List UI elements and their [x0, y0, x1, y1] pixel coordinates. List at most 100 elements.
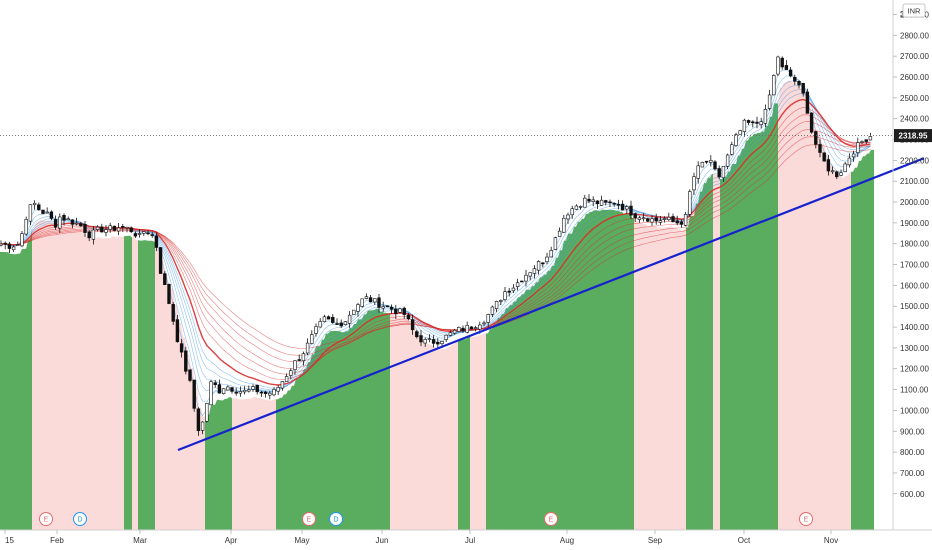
earnings-event-marker[interactable]: E: [302, 512, 316, 526]
candle-body: [268, 392, 272, 396]
candle-body: [755, 121, 759, 124]
x-tick-label: May: [294, 536, 309, 545]
y-tick-label: 2500.00: [900, 94, 929, 103]
candle-body: [700, 161, 705, 168]
candle-body: [780, 57, 784, 68]
trendline-layer[interactable]: [177, 157, 925, 452]
fast-ema-line: [0, 75, 871, 403]
earnings-event-marker[interactable]: E: [544, 512, 558, 526]
candle-body: [133, 233, 138, 237]
candle-body: [864, 139, 868, 142]
dividend-event-marker[interactable]: D: [329, 512, 343, 526]
candle-body: [562, 217, 566, 233]
candle-body: [532, 268, 537, 274]
x-tick-label: Nov: [824, 536, 838, 545]
candle-body: [116, 227, 121, 232]
x-tick-label: Sep: [648, 536, 663, 545]
candle-body: [272, 389, 276, 396]
candle-body: [444, 334, 448, 340]
candle-body: [776, 56, 780, 75]
candle-body: [163, 273, 167, 285]
candle-body: [66, 218, 70, 221]
event-circle: [39, 512, 53, 526]
bearish-zone: [634, 217, 686, 530]
candle-body: [473, 327, 478, 329]
candle-body: [604, 200, 608, 203]
time-axis[interactable]: 15 Feb Mar Apr May Jun Jul Aug Sep Oct Nov: [0, 529, 932, 545]
candle-body: [154, 235, 159, 248]
candle-body: [566, 214, 570, 220]
candle-body: [129, 227, 133, 233]
x-tick-label: Feb: [50, 536, 64, 545]
dividend-event-marker[interactable]: D: [73, 512, 87, 526]
candle-body: [688, 191, 692, 215]
candle-body: [641, 217, 646, 220]
candle-body: [797, 80, 801, 86]
candle-body: [457, 327, 461, 332]
candle-body: [461, 327, 465, 332]
earnings-event-marker[interactable]: E: [39, 512, 53, 526]
candle-body: [0, 243, 3, 246]
candle-body: [587, 198, 591, 202]
fast-ema-line: [0, 69, 871, 417]
candle-body: [112, 225, 117, 231]
candle-body: [545, 256, 549, 263]
candle-body: [242, 389, 247, 393]
candle-body: [167, 283, 171, 304]
candle-body: [410, 319, 415, 331]
candle-body: [860, 141, 864, 143]
candle-body: [704, 160, 709, 163]
event-label: D: [333, 517, 338, 524]
candle-body: [100, 226, 104, 233]
candle-body: [146, 232, 150, 235]
candle-body: [104, 229, 108, 233]
candle-body: [158, 247, 163, 274]
candle-body: [599, 199, 604, 206]
candle-body: [326, 316, 331, 320]
candle-body: [763, 109, 768, 124]
x-tick-label: Jul: [465, 536, 475, 545]
candle-body: [297, 359, 301, 361]
candle-body: [637, 217, 642, 220]
price-axis[interactable]: 600.00 700.00 800.00 900.00 1000.00 1100.00 12…: [892, 0, 929, 530]
x-tick-label: Oct: [738, 536, 751, 545]
candle-body: [373, 298, 377, 303]
candle-body: [293, 360, 297, 370]
candle-body: [280, 381, 285, 389]
candle-body: [209, 381, 213, 406]
candle-body: [423, 339, 427, 344]
candle-series: [0, 55, 873, 436]
candle-body: [499, 300, 503, 302]
candle-body: [301, 353, 306, 362]
candle-body: [482, 322, 486, 325]
earnings-event-marker[interactable]: E: [799, 512, 813, 526]
candle-body: [335, 323, 339, 325]
event-label: D: [77, 517, 82, 524]
y-tick-label: 1600.00: [900, 281, 929, 290]
candle-body: [427, 338, 432, 340]
candle-body: [738, 130, 742, 135]
candle-body: [633, 213, 637, 219]
y-tick-label: 2800.00: [900, 31, 929, 40]
candle-body: [343, 321, 348, 325]
candle-body: [255, 384, 259, 393]
candle-body: [692, 176, 696, 191]
y-tick-label: 1300.00: [900, 344, 929, 353]
candle-body: [835, 171, 839, 178]
candle-body: [683, 214, 688, 226]
candle-body: [263, 391, 268, 394]
currency-badge[interactable]: INR: [902, 3, 926, 18]
candle-body: [142, 231, 146, 234]
candle-body: [192, 379, 196, 409]
candle-body: [74, 222, 79, 225]
bullish-zone: [138, 240, 155, 530]
candle-body: [247, 389, 251, 392]
candle-body: [205, 403, 209, 422]
bearish-zone: [232, 396, 276, 530]
trendline[interactable]: [177, 157, 925, 452]
candle-body: [188, 369, 192, 381]
y-tick-label: 700.00: [900, 469, 925, 478]
background-zones: [0, 80, 874, 531]
